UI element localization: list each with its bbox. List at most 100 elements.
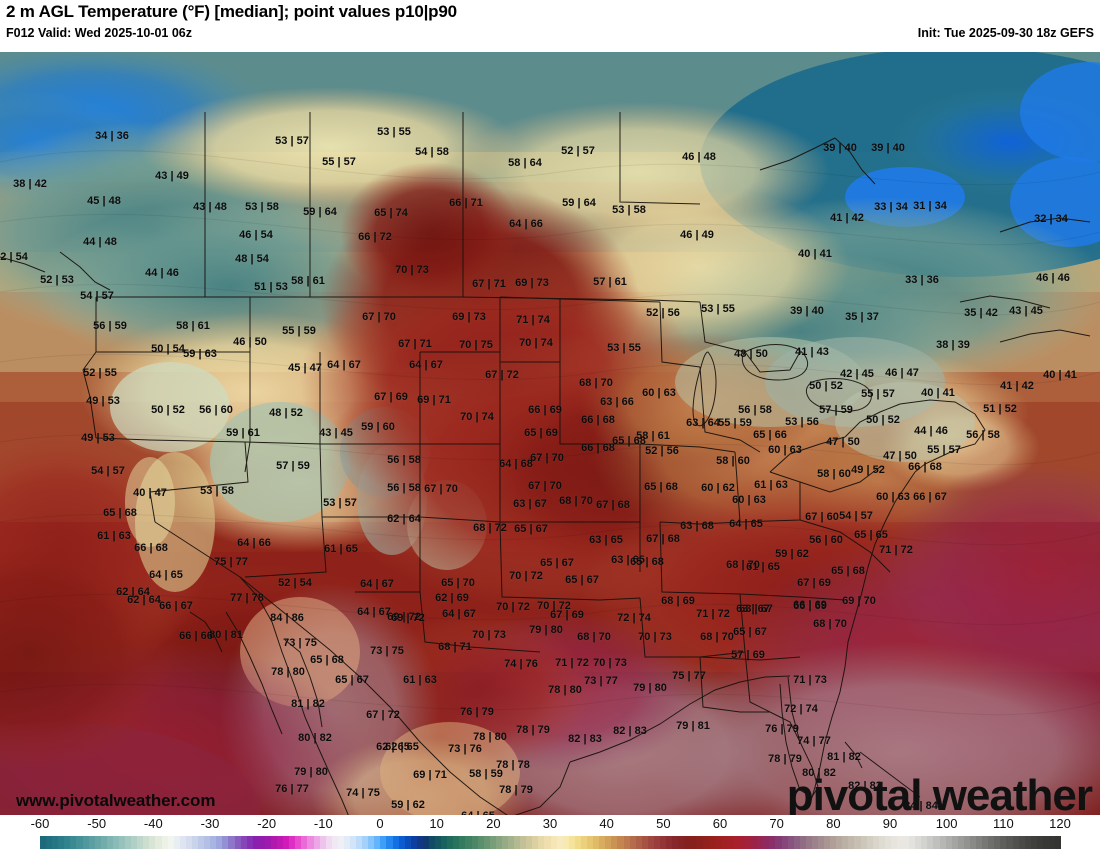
point-value: 46 | 47 [885, 367, 919, 379]
colorbar-swatch [580, 836, 588, 849]
colorbar-swatch [258, 836, 265, 849]
point-value: 80 | 81 [209, 629, 243, 641]
colorbar-swatch [562, 836, 569, 849]
colorbar-swatch [921, 836, 928, 849]
point-value: 70 | 73 [472, 629, 506, 641]
colorbar-swatch [453, 836, 460, 849]
colorbar-swatch [343, 836, 350, 849]
point-value: 68 | 70 [700, 631, 734, 643]
point-value: 59 | 61 [226, 427, 260, 439]
point-value: 75 | 77 [672, 670, 706, 682]
point-value: 55 | 57 [927, 444, 961, 456]
point-value: 53 | 55 [377, 126, 411, 138]
colorbar-swatch [957, 836, 964, 849]
point-value: 53 | 58 [612, 204, 646, 216]
point-value: 61 | 63 [403, 674, 437, 686]
point-value: 70 | 73 [593, 657, 627, 669]
colorbar-swatch [88, 836, 95, 849]
point-value: 62 | 64 [127, 594, 161, 606]
point-value: 78 | 79 [516, 724, 550, 736]
colorbar-swatch [963, 836, 970, 849]
colorbar-swatch [422, 836, 429, 849]
point-value: 65 | 68 [310, 654, 344, 666]
point-value: 67 | 69 [797, 577, 831, 589]
point-value: 59 | 62 [775, 548, 809, 560]
colorbar-swatch [532, 836, 539, 849]
colorbar-tick: 60 [712, 816, 728, 831]
point-value: 66 | 71 [449, 197, 483, 209]
point-value: 40 | 41 [1043, 369, 1077, 381]
point-value: 84 | 84 [904, 800, 938, 812]
point-value: 38 | 42 [13, 178, 47, 190]
point-value: 57 | 59 [819, 404, 853, 416]
colorbar-swatch [738, 836, 746, 849]
point-value: 56 | 58 [966, 429, 1000, 441]
colorbar-tick: 90 [882, 816, 898, 831]
point-value: 55 | 57 [322, 156, 356, 168]
point-value: 62 | 65 [376, 741, 410, 753]
point-value: 58 | 60 [716, 455, 750, 467]
point-value: 78 | 78 [496, 759, 530, 771]
colorbar-swatch [641, 836, 648, 849]
point-value: 40 | 41 [798, 248, 832, 260]
point-value: 63 | 65 [589, 534, 623, 546]
colorbar-swatch [337, 836, 344, 849]
colorbar-swatch [915, 836, 922, 849]
page-title: 2 m AGL Temperature (°F) [median]; point… [6, 2, 457, 21]
colorbar-swatch [46, 836, 53, 849]
colorbar-swatch [653, 836, 660, 849]
point-value: 77 | 78 [230, 592, 264, 604]
colorbar-swatch [1006, 836, 1013, 849]
colorbar-swatch [410, 836, 417, 849]
colorbar-swatch [508, 836, 515, 849]
point-value: 52 | 56 [645, 445, 679, 457]
colorbar-swatch [173, 836, 180, 849]
point-value: 62 | 65 [385, 741, 419, 753]
point-value: 46 | 54 [239, 229, 273, 241]
point-value: 70 | 72 [537, 600, 571, 612]
point-value: 66 | 68 [134, 542, 168, 554]
colorbar-swatch [568, 836, 575, 849]
point-value: 60 | 62 [701, 482, 735, 494]
colorbar-swatch [179, 836, 186, 849]
colorbar-swatch [483, 836, 490, 849]
colorbar-swatch [331, 836, 338, 849]
colorbar-swatch [860, 836, 867, 849]
temperature-map[interactable]: 34 | 36 38 | 42 45 | 48 43 | 49 44 | 48 43 | … [0, 52, 1100, 815]
site-url-watermark: www.pivotalweather.com [16, 791, 216, 810]
colorbar-swatch [319, 836, 326, 849]
colorbar-swatch [520, 836, 527, 849]
point-value: 46 | 46 [1036, 272, 1070, 284]
temperature-raster [0, 52, 1100, 815]
point-value: 58 | 61 [636, 430, 670, 442]
colorbar-swatch [611, 836, 618, 849]
point-value: 65 | 68 [630, 556, 664, 568]
point-value: 69 | 71 [413, 769, 447, 781]
colorbar-swatch [945, 836, 952, 849]
point-value: 63 | 65 [611, 554, 645, 566]
colorbar-swatch [40, 836, 47, 849]
colorbar-tick: -60 [30, 816, 50, 831]
point-value: 70 | 72 [496, 601, 530, 613]
point-value: 60 | 63 [642, 387, 676, 399]
colorbar-swatch [514, 836, 521, 849]
point-value: 68 | 71 [438, 641, 472, 653]
colorbar-swatch [526, 836, 533, 849]
colorbar-swatch [836, 836, 843, 849]
point-value: 71 | 72 [555, 657, 589, 669]
point-value: 66 | 68 [581, 442, 615, 454]
point-value: 65 | 74 [374, 207, 408, 219]
point-value: 49 | 53 [81, 432, 115, 444]
colorbar-swatch [155, 836, 162, 849]
point-value: 58 | 64 [508, 157, 542, 169]
point-value: 31 | 34 [913, 200, 947, 212]
header-bar: 2 m AGL Temperature (°F) [median]; point… [0, 0, 1100, 52]
point-value: 50 | 52 [151, 404, 185, 416]
colorbar-swatch [465, 836, 472, 849]
colorbar-swatch [234, 836, 241, 849]
colorbar-legend[interactable]: -60 -50 -40 -30 -20 -10 0 10 20 30 40 50 60 70 80 90 100… [0, 815, 1100, 850]
point-value: 64 | 65 [729, 518, 763, 530]
colorbar-swatch [501, 836, 509, 849]
point-value: 64 | 67 [357, 606, 391, 618]
point-value: 64 | 68 [499, 458, 533, 470]
